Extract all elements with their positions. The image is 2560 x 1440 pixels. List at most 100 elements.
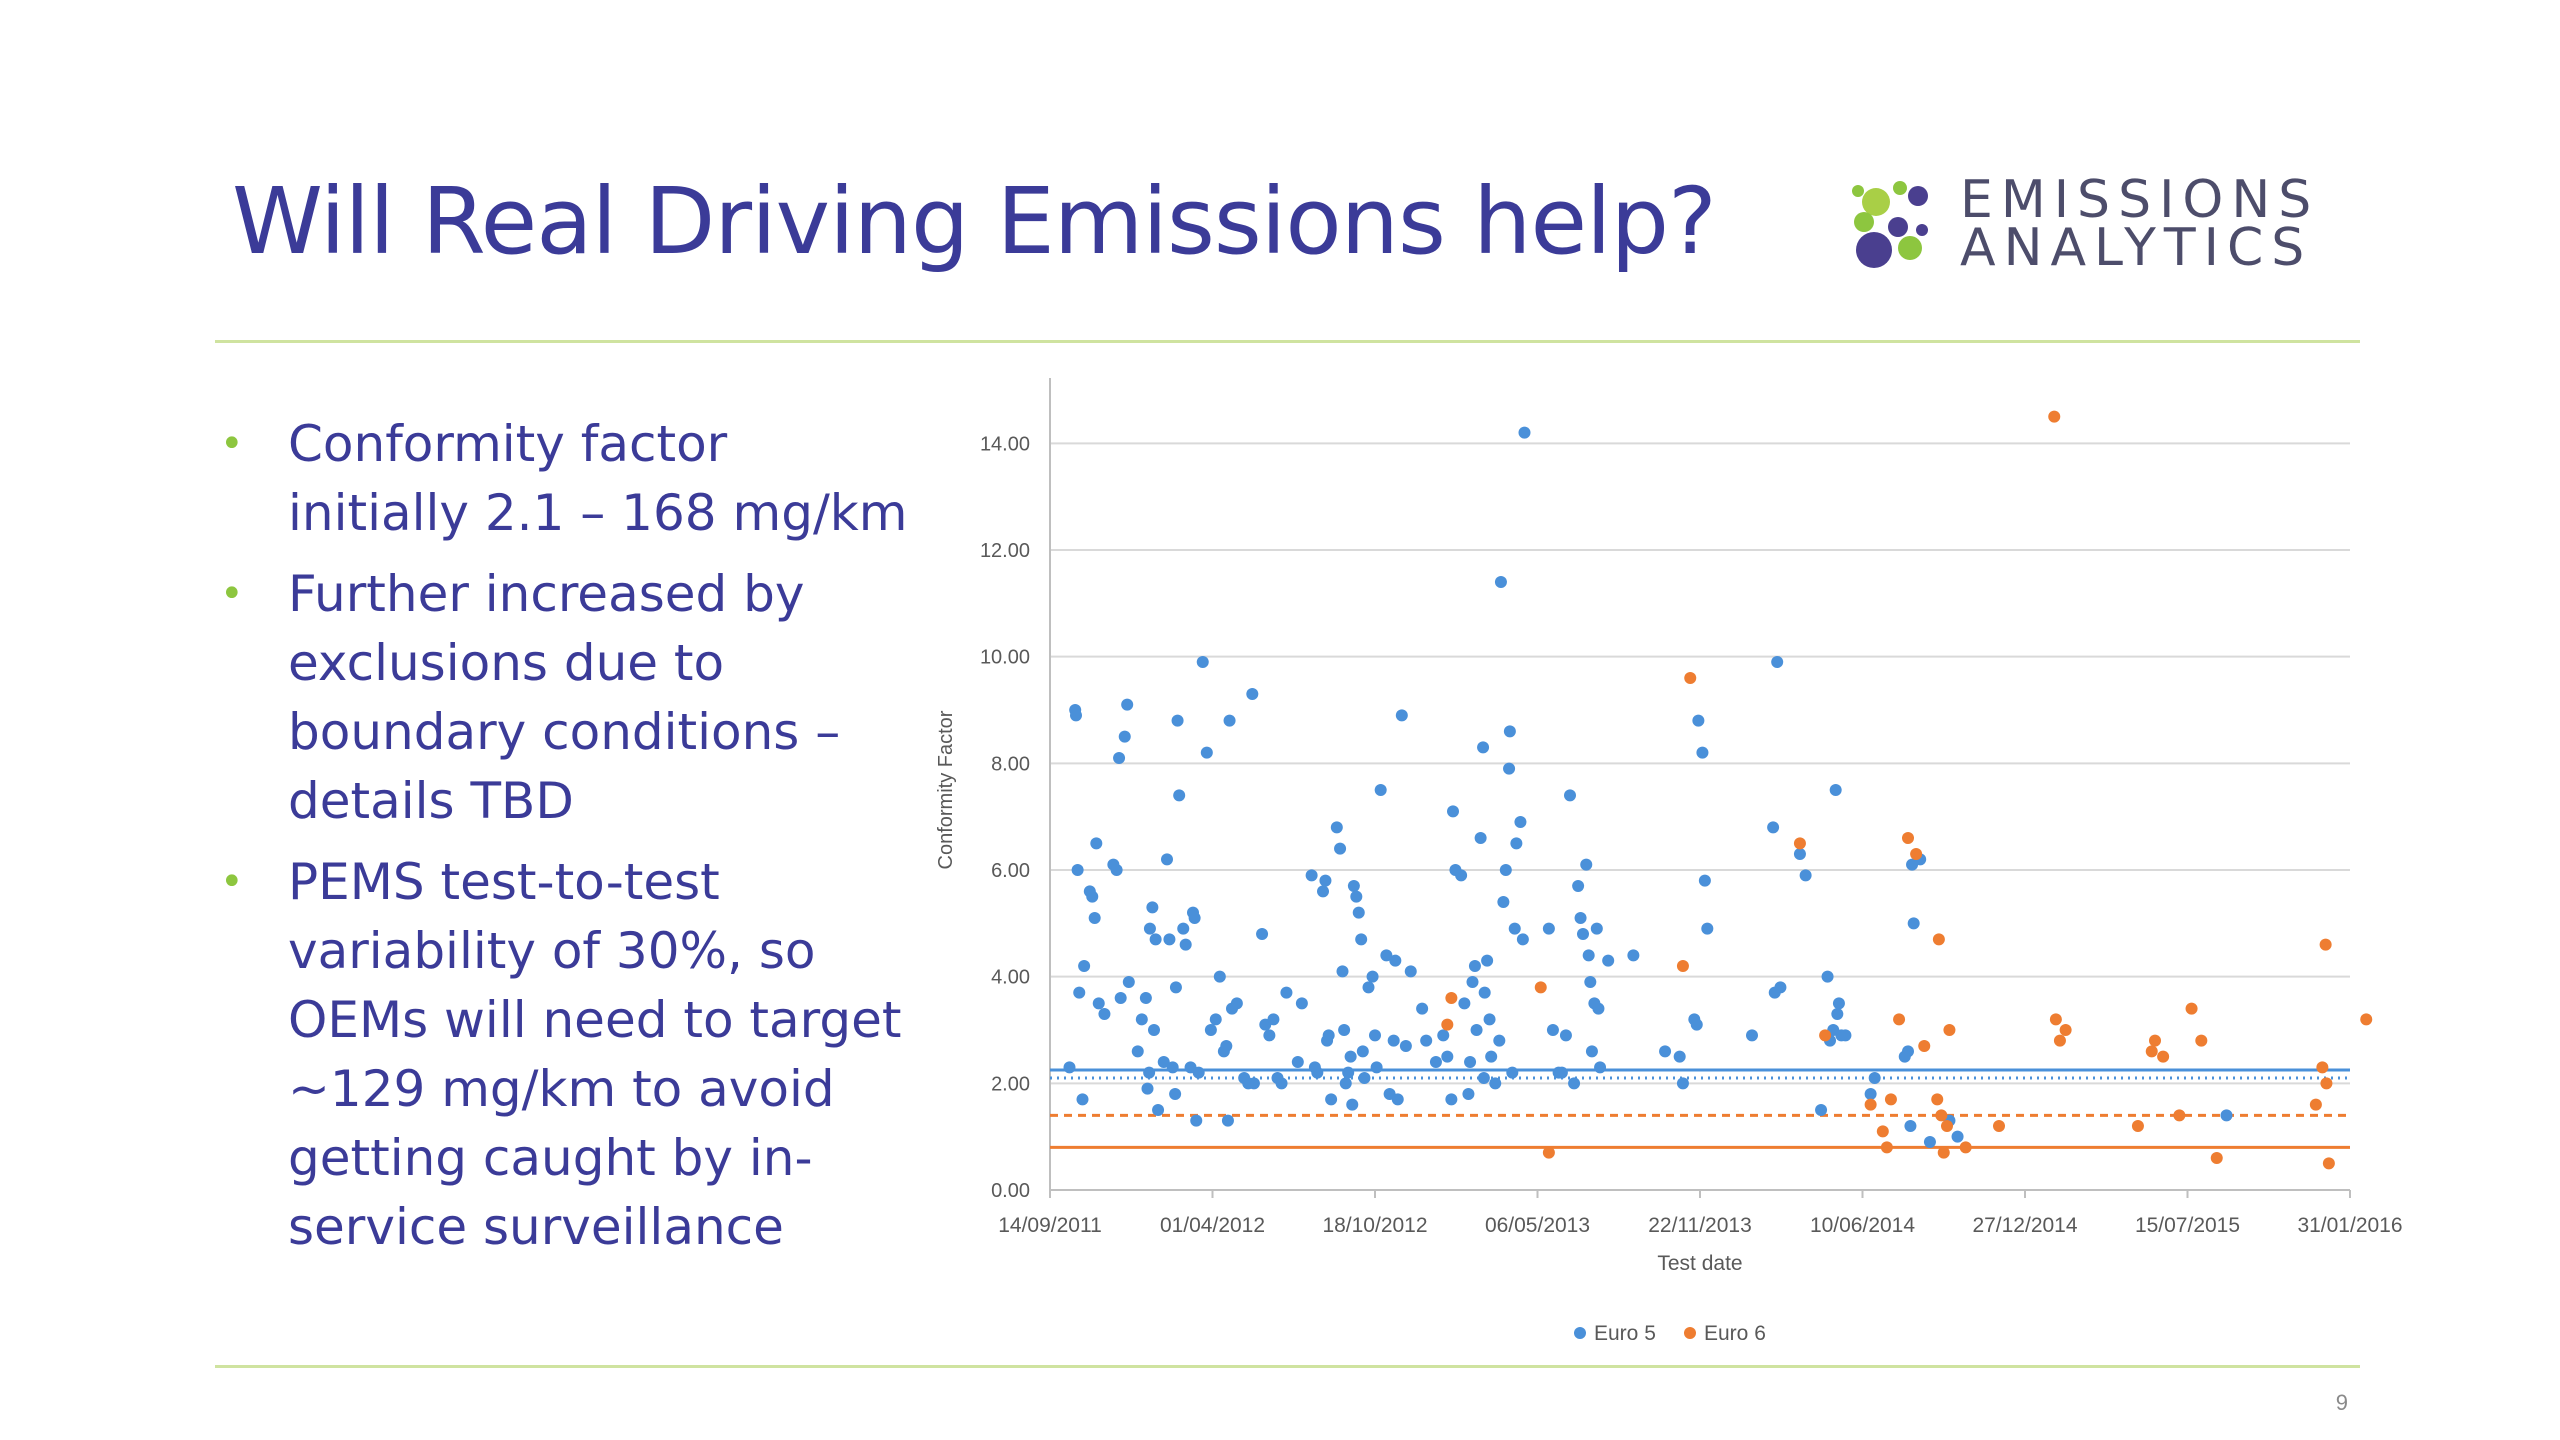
- bullet-dot-icon: •: [220, 421, 244, 467]
- data-point-euro-5: [1311, 1066, 1324, 1079]
- data-point-euro-5: [1478, 986, 1491, 999]
- legend-marker: [1684, 1327, 1696, 1339]
- bullet-item: • Conformity factor initially 2.1 – 168 m…: [218, 410, 918, 548]
- x-tick-label: 10/06/2014: [1810, 1214, 1915, 1237]
- data-point-euro-5: [1767, 821, 1780, 834]
- data-point-euro-5: [1564, 789, 1576, 802]
- data-point-euro-5: [1330, 821, 1343, 834]
- data-point-euro-5: [1090, 837, 1103, 850]
- x-tick-label: 01/04/2012: [1160, 1214, 1265, 1237]
- data-point-euro-5: [1076, 1093, 1089, 1106]
- data-point-euro-5: [1771, 656, 1784, 668]
- data-point-euro-6: [2195, 1034, 2208, 1047]
- data-point-euro-5: [1110, 864, 1123, 876]
- data-point-euro-6: [1943, 1024, 1956, 1036]
- data-point-euro-6: [2053, 1034, 2066, 1047]
- data-point-euro-5: [1389, 954, 1402, 967]
- data-point-euro-5: [1355, 933, 1368, 946]
- data-point-euro-5: [1209, 1013, 1222, 1026]
- data-point-euro-6: [1534, 981, 1547, 994]
- data-point-euro-5: [1429, 1056, 1442, 1068]
- bottom-divider: [215, 1365, 2360, 1368]
- data-point-euro-6: [2157, 1050, 2170, 1063]
- data-point-euro-5: [1477, 1072, 1490, 1084]
- data-point-euro-6: [1684, 672, 1697, 684]
- data-point-euro-6: [1876, 1125, 1889, 1138]
- data-point-euro-5: [1362, 981, 1375, 994]
- data-point-euro-5: [1339, 1077, 1352, 1090]
- data-point-euro-5: [1221, 1114, 1234, 1127]
- legend-label: Euro 5: [1594, 1322, 1656, 1345]
- data-point-euro-5: [1177, 922, 1190, 935]
- data-point-euro-5: [1121, 698, 1134, 711]
- data-point-euro-5: [1387, 1034, 1400, 1047]
- data-point-euro-6: [1864, 1098, 1877, 1111]
- data-point-euro-6: [2149, 1034, 2161, 1047]
- data-point-euro-5: [1692, 714, 1705, 727]
- data-point-euro-5: [1627, 949, 1640, 962]
- logo-bubbles-icon: [1852, 181, 1928, 268]
- bullet-dot-icon: •: [220, 571, 244, 617]
- data-point-euro-5: [1696, 746, 1709, 759]
- data-point-euro-5: [1113, 752, 1126, 764]
- x-tick-label: 27/12/2014: [1972, 1214, 2077, 1237]
- data-point-euro-6: [2320, 1077, 2333, 1090]
- data-point-euro-5: [1489, 1077, 1502, 1090]
- data-point-euro-5: [1477, 741, 1490, 754]
- data-point-euro-5: [1868, 1072, 1881, 1084]
- data-point-euro-5: [1149, 933, 1162, 946]
- data-point-euro-5: [1580, 858, 1593, 871]
- y-tick-label: 0.00: [991, 1180, 1030, 1202]
- data-point-euro-5: [1380, 949, 1393, 962]
- data-point-euro-5: [1437, 1029, 1450, 1042]
- top-divider: [215, 340, 2360, 343]
- y-axis-title: Conformity Factor: [935, 710, 957, 869]
- data-point-euro-5: [1829, 784, 1842, 796]
- logo-wordmark: EMISSIONS ANALYTICS: [1960, 174, 2319, 278]
- data-point-euro-5: [1179, 938, 1192, 951]
- legend-marker: [1574, 1327, 1586, 1339]
- data-point-euro-5: [1088, 912, 1101, 924]
- data-point-euro-5: [1466, 976, 1479, 988]
- data-point-euro-5: [1577, 928, 1589, 940]
- company-logo: EMISSIONS ANALYTICS: [1842, 172, 2372, 282]
- x-tick-label: 06/05/2013: [1485, 1214, 1590, 1237]
- data-point-euro-5: [1503, 725, 1516, 738]
- data-point-euro-5: [1346, 1098, 1359, 1111]
- data-point-euro-5: [1146, 901, 1159, 914]
- y-tick-label: 10.00: [980, 647, 1030, 669]
- data-point-euro-5: [1485, 1050, 1498, 1063]
- data-point-euro-5: [1559, 1029, 1572, 1042]
- logo-line-2: ANALYTICS: [1960, 218, 2313, 278]
- y-tick-label: 6.00: [991, 860, 1030, 882]
- data-point-euro-5: [1192, 1066, 1205, 1079]
- data-point-euro-5: [1342, 1066, 1355, 1079]
- data-point-euro-5: [1832, 997, 1845, 1010]
- data-point-euro-5: [1190, 1114, 1203, 1127]
- data-point-euro-5: [1196, 656, 1209, 668]
- data-point-euro-5: [1098, 1008, 1111, 1020]
- data-point-euro-6: [1893, 1013, 1906, 1026]
- data-point-euro-5: [1445, 1093, 1458, 1106]
- data-point-euro-5: [1568, 1077, 1581, 1090]
- bullet-list: • Conformity factor initially 2.1 – 168 m…: [218, 410, 918, 1274]
- data-point-euro-5: [1516, 933, 1529, 946]
- data-point-euro-5: [1698, 874, 1711, 887]
- data-point-euro-5: [1481, 954, 1494, 967]
- data-point-euro-5: [1420, 1034, 1433, 1047]
- data-point-euro-6: [2360, 1013, 2373, 1026]
- data-point-euro-6: [2316, 1061, 2329, 1074]
- data-point-euro-6: [1441, 1018, 1454, 1031]
- data-point-euro-6: [1993, 1120, 2005, 1132]
- data-point-euro-5: [1483, 1013, 1496, 1026]
- y-tick-label: 4.00: [991, 967, 1030, 989]
- data-point-euro-5: [1508, 922, 1521, 935]
- data-point-euro-5: [1350, 890, 1363, 903]
- data-point-euro-5: [1455, 869, 1468, 882]
- data-point-euro-5: [1092, 997, 1105, 1010]
- data-point-euro-5: [1141, 1082, 1154, 1095]
- data-point-euro-6: [1880, 1141, 1893, 1154]
- data-point-euro-5: [1173, 789, 1186, 802]
- data-point-euro-5: [1086, 890, 1099, 903]
- data-point-euro-6: [2048, 410, 2061, 423]
